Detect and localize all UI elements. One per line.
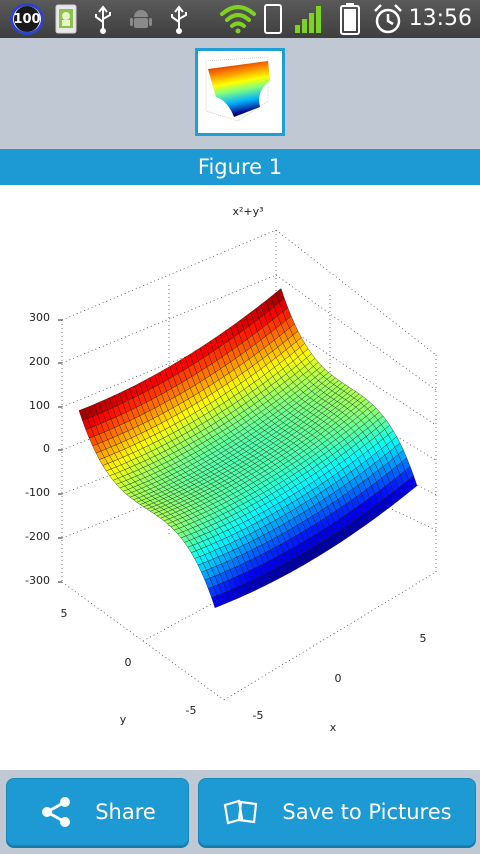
android-app-icon [54,0,78,38]
surface-mesh [78,288,418,608]
status-bar: 100 [0,0,480,38]
battery-icon [338,0,362,38]
y-axis-label: y [120,713,127,726]
plot-area: 300 200 100 0 -100 -200 -300 5 0 -5 -5 0… [0,185,480,770]
android-debug-icon [128,0,154,38]
z-tick-label: -100 [25,486,50,499]
alarm-icon [370,0,406,38]
z-tick-label: 100 [29,399,50,412]
x-axis-label: x [330,721,337,734]
x-tick-label: 5 [420,632,427,645]
x-tick-label: 0 [335,672,342,685]
pictures-icon [222,797,260,827]
z-tick-label: -300 [25,574,50,587]
signal-icon [292,0,326,38]
share-button[interactable]: Share [6,778,189,846]
surface-plot: 300 200 100 0 -100 -200 -300 5 0 -5 -5 0… [25,205,437,734]
wifi-icon [218,0,258,38]
z-tick-label: 300 [29,311,50,324]
y-tick-label: 0 [125,656,132,669]
save-label: Save to Pictures [282,800,452,824]
plot-title: x²+y³ [232,205,263,218]
figure-header [0,38,480,149]
y-tick-label: 5 [61,607,68,620]
usb-icon [166,0,192,38]
figure-title-bar: Figure 1 [0,149,480,185]
action-bar: Share Save to Pictures [0,770,480,854]
phone-icon [262,0,284,38]
share-icon [39,795,73,829]
surface-patch [408,475,418,491]
z-tick-label: 0 [43,442,50,455]
status-time: 13:56 [408,6,472,31]
x-tick-label: -5 [253,709,264,722]
figure-thumbnail-image [205,56,270,122]
figure-thumbnail[interactable] [195,48,285,136]
notification-count-badge[interactable]: 100 [10,3,44,35]
z-tick-label: -200 [25,530,50,543]
usb-icon [90,0,116,38]
axis-ticks [58,319,62,583]
z-tick-label: 200 [29,355,50,368]
notification-count: 100 [13,6,41,32]
y-tick-label: -5 [186,704,197,717]
share-label: Share [95,800,156,824]
figure-title: Figure 1 [197,155,283,179]
save-to-pictures-button[interactable]: Save to Pictures [198,778,476,846]
